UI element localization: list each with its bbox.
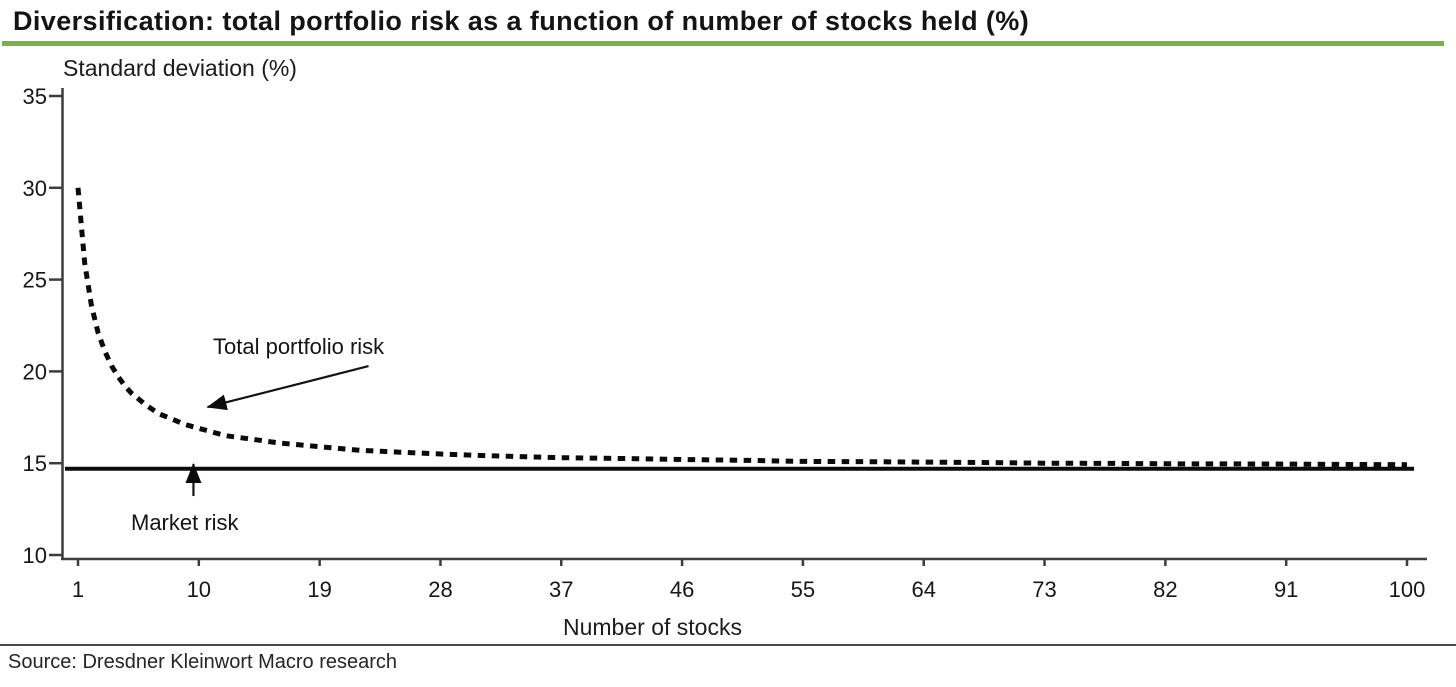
svg-text:91: 91 (1274, 577, 1298, 602)
svg-text:28: 28 (428, 577, 452, 602)
page-title: Diversification: total portfolio risk as… (13, 6, 1030, 36)
svg-text:46: 46 (670, 577, 694, 602)
svg-text:10: 10 (23, 543, 47, 568)
svg-text:100: 100 (1389, 577, 1426, 602)
svg-text:82: 82 (1153, 577, 1177, 602)
svg-text:1: 1 (72, 577, 84, 602)
svg-text:55: 55 (791, 577, 815, 602)
svg-text:25: 25 (23, 268, 47, 293)
axes (61, 88, 1427, 561)
footer-divider (0, 644, 1456, 646)
svg-text:19: 19 (307, 577, 331, 602)
total-portfolio-risk-arrow (206, 365, 369, 411)
title-underline (2, 41, 1444, 46)
total-portfolio-risk-curve (75, 187, 1408, 468)
svg-text:35: 35 (23, 84, 47, 109)
svg-text:10: 10 (187, 577, 211, 602)
x-axis-ticks: 1 10 19 28 37 46 55 64 73 82 91 100 (72, 559, 1425, 602)
y-axis-title: Standard deviation (%) (63, 55, 297, 81)
source-note: Source: Dresdner Kleinwort Macro researc… (8, 651, 398, 673)
svg-text:37: 37 (549, 577, 573, 602)
svg-text:20: 20 (23, 359, 47, 384)
annotation-market-risk: Market risk (131, 510, 239, 535)
svg-text:15: 15 (23, 451, 47, 476)
x-axis-title: Number of stocks (563, 614, 742, 640)
svg-text:73: 73 (1032, 577, 1056, 602)
svg-text:64: 64 (911, 577, 935, 602)
annotation-total-portfolio-risk: Total portfolio risk (213, 334, 385, 359)
y-axis-ticks: 35 30 25 20 15 10 (23, 84, 63, 568)
svg-text:30: 30 (23, 176, 47, 201)
